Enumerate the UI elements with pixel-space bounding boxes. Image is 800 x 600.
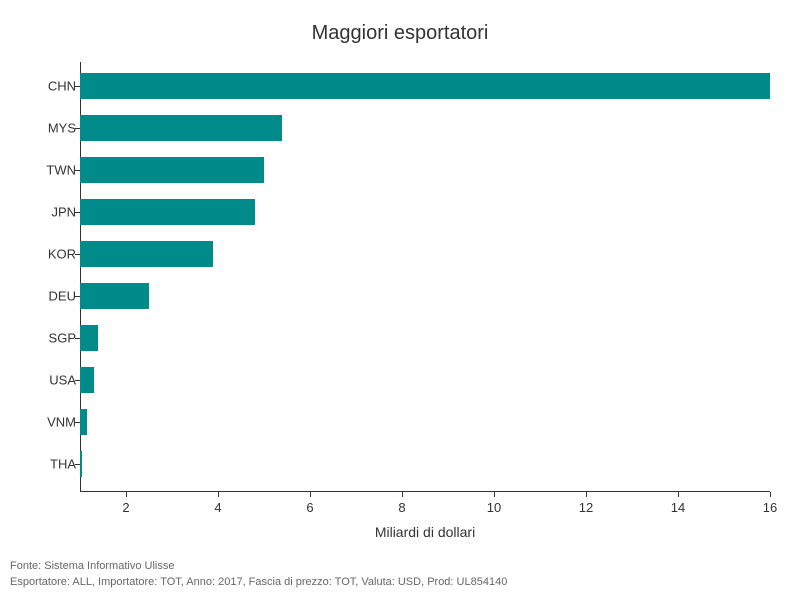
bar-vnm bbox=[80, 409, 87, 435]
y-tick-mark bbox=[75, 296, 80, 297]
x-tick-mark bbox=[310, 492, 311, 497]
y-tick-label-vnm: VNM bbox=[26, 415, 76, 430]
x-tick-label-12: 12 bbox=[579, 500, 593, 515]
x-tick-label-2: 2 bbox=[122, 500, 129, 515]
bar-chn bbox=[80, 73, 770, 99]
x-tick-label-10: 10 bbox=[487, 500, 501, 515]
x-tick-mark bbox=[586, 492, 587, 497]
y-tick-label-twn: TWN bbox=[26, 163, 76, 178]
y-tick-mark bbox=[75, 422, 80, 423]
x-tick-mark bbox=[126, 492, 127, 497]
x-tick-mark bbox=[678, 492, 679, 497]
x-tick-label-14: 14 bbox=[671, 500, 685, 515]
y-tick-mark bbox=[75, 380, 80, 381]
x-tick-label-6: 6 bbox=[306, 500, 313, 515]
footer-source: Fonte: Sistema Informativo Ulisse bbox=[10, 560, 174, 572]
y-tick-label-deu: DEU bbox=[26, 289, 76, 304]
y-tick-label-tha: THA bbox=[26, 457, 76, 472]
y-tick-label-kor: KOR bbox=[26, 247, 76, 262]
y-tick-label-jpn: JPN bbox=[26, 205, 76, 220]
y-tick-mark bbox=[75, 170, 80, 171]
x-tick-label-16: 16 bbox=[763, 500, 777, 515]
x-tick-mark bbox=[770, 492, 771, 497]
bar-usa bbox=[80, 367, 94, 393]
x-axis-line bbox=[80, 491, 770, 492]
bar-tha bbox=[80, 451, 82, 477]
y-tick-mark bbox=[75, 86, 80, 87]
x-axis-label: Miliardi di dollari bbox=[80, 524, 770, 540]
x-tick-mark bbox=[402, 492, 403, 497]
y-tick-mark bbox=[75, 254, 80, 255]
y-tick-label-chn: CHN bbox=[26, 79, 76, 94]
y-tick-mark bbox=[75, 464, 80, 465]
y-tick-label-mys: MYS bbox=[26, 121, 76, 136]
x-tick-mark bbox=[494, 492, 495, 497]
bar-jpn bbox=[80, 199, 255, 225]
x-tick-mark bbox=[218, 492, 219, 497]
bar-mys bbox=[80, 115, 282, 141]
bar-kor bbox=[80, 241, 213, 267]
plot-area bbox=[80, 62, 770, 492]
chart-title: Maggiori esportatori bbox=[0, 22, 800, 45]
y-tick-label-usa: USA bbox=[26, 373, 76, 388]
bar-deu bbox=[80, 283, 149, 309]
bar-twn bbox=[80, 157, 264, 183]
x-tick-label-4: 4 bbox=[214, 500, 221, 515]
y-tick-mark bbox=[75, 212, 80, 213]
y-tick-mark bbox=[75, 128, 80, 129]
footer-params: Esportatore: ALL, Importatore: TOT, Anno… bbox=[10, 576, 507, 588]
bar-sgp bbox=[80, 325, 98, 351]
y-tick-label-sgp: SGP bbox=[26, 331, 76, 346]
y-tick-mark bbox=[75, 338, 80, 339]
x-tick-label-8: 8 bbox=[398, 500, 405, 515]
